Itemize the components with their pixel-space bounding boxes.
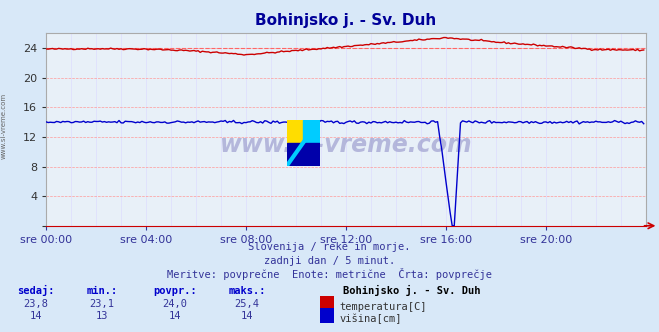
Text: www.si-vreme.com: www.si-vreme.com — [0, 93, 7, 159]
Text: Bohinjsko j. - Sv. Duh: Bohinjsko j. - Sv. Duh — [343, 285, 480, 296]
Text: sedaj:: sedaj: — [18, 285, 55, 296]
Text: min.:: min.: — [86, 286, 118, 296]
Text: 23,8: 23,8 — [24, 299, 49, 309]
Text: 14: 14 — [169, 311, 181, 321]
Text: 24,0: 24,0 — [162, 299, 187, 309]
Text: temperatura[C]: temperatura[C] — [339, 302, 427, 312]
Text: maks.:: maks.: — [229, 286, 266, 296]
Polygon shape — [287, 143, 320, 166]
Text: 13: 13 — [96, 311, 108, 321]
Title: Bohinjsko j. - Sv. Duh: Bohinjsko j. - Sv. Duh — [255, 13, 437, 28]
Text: 23,1: 23,1 — [90, 299, 115, 309]
Bar — [287, 120, 303, 143]
Text: 14: 14 — [241, 311, 253, 321]
Text: 14: 14 — [30, 311, 42, 321]
Text: www.si-vreme.com: www.si-vreme.com — [219, 133, 473, 157]
Text: povpr.:: povpr.: — [153, 286, 196, 296]
Text: zadnji dan / 5 minut.: zadnji dan / 5 minut. — [264, 256, 395, 266]
Bar — [303, 120, 320, 143]
Text: Meritve: povprečne  Enote: metrične  Črta: povprečje: Meritve: povprečne Enote: metrične Črta:… — [167, 268, 492, 280]
Text: Slovenija / reke in morje.: Slovenija / reke in morje. — [248, 242, 411, 252]
Text: višina[cm]: višina[cm] — [339, 314, 402, 325]
Text: 25,4: 25,4 — [235, 299, 260, 309]
